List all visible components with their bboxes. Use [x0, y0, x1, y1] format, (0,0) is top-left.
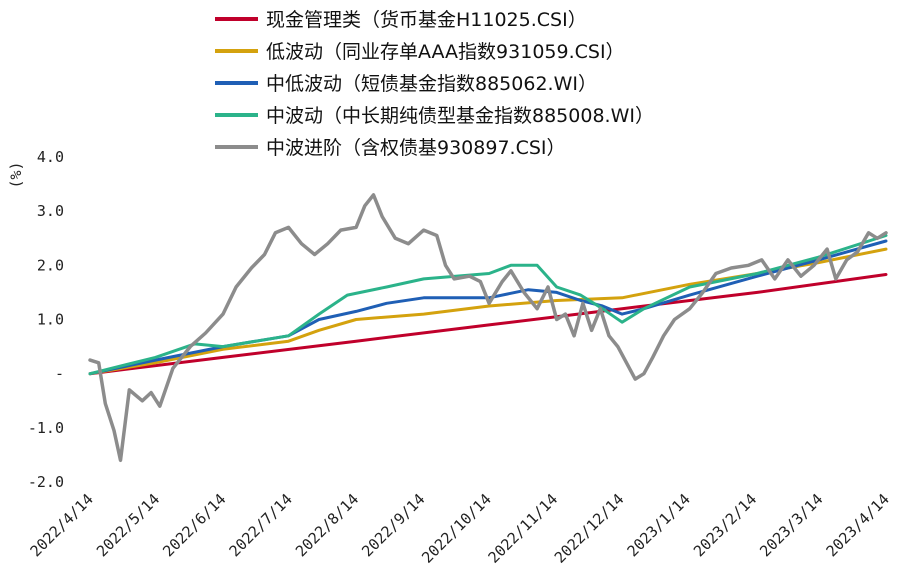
series-line-5 — [88, 193, 888, 463]
series-line-1 — [88, 273, 888, 376]
y-tick-label: 4.0 — [37, 148, 64, 166]
x-tick-label: 2023/4/14 — [823, 490, 893, 560]
y-tick-label: -1.0 — [28, 419, 64, 437]
x-tick-label: 2022/8/14 — [292, 490, 362, 560]
y-tick-label: 1.0 — [37, 311, 64, 329]
y-tick-label: -2.0 — [28, 473, 64, 491]
x-tick-label: 2023/2/14 — [690, 490, 760, 560]
legend-item: 中低波动（短债基金指数885062.WI） — [215, 73, 597, 95]
legend-item: 中波动（中长期纯债型基金指数885008.WI） — [215, 105, 654, 127]
x-tick-label: 2022/7/14 — [226, 490, 296, 560]
x-tick-label: 2023/1/14 — [624, 490, 694, 560]
legend-item: 中波进阶（含权债基930897.CSI） — [215, 137, 566, 159]
legend-label: 现金管理类（货币基金H11025.CSI） — [266, 9, 587, 31]
legend-item: 低波动（同业存单AAA指数931059.CSI） — [215, 41, 625, 63]
y-tick-label: 2.0 — [37, 256, 64, 274]
y-tick-label: - — [55, 365, 64, 383]
x-tick-label: 2022/5/14 — [93, 490, 163, 560]
y-axis-ticks: 4.0 3.0 2.0 1.0 - -1.0 -2.0 — [28, 148, 64, 491]
y-axis-unit-label: (%) — [7, 161, 25, 188]
legend-label: 中低波动（短债基金指数885062.WI） — [266, 73, 597, 95]
x-tick-label: 2023/3/14 — [756, 490, 826, 560]
legend: 现金管理类（货币基金H11025.CSI） 低波动（同业存单AAA指数931059… — [215, 9, 654, 159]
series-lines — [88, 193, 888, 463]
x-tick-label: 2022/6/14 — [159, 490, 229, 560]
x-axis-ticks: 2022/4/142022/5/142022/6/142022/7/142022… — [27, 490, 893, 567]
x-tick-label: 2022/4/14 — [27, 490, 97, 560]
x-tick-label: 2022/11/14 — [485, 490, 562, 567]
series-line-4 — [88, 234, 888, 376]
x-tick-label: 2022/12/14 — [551, 490, 628, 567]
x-tick-label: 2022/10/14 — [418, 490, 495, 567]
y-tick-label: 3.0 — [37, 202, 64, 220]
legend-label: 低波动（同业存单AAA指数931059.CSI） — [266, 41, 625, 63]
x-tick-label: 2022/9/14 — [358, 490, 428, 560]
legend-item: 现金管理类（货币基金H11025.CSI） — [215, 9, 587, 31]
legend-label: 中波进阶（含权债基930897.CSI） — [266, 137, 566, 159]
legend-label: 中波动（中长期纯债型基金指数885008.WI） — [266, 105, 654, 127]
